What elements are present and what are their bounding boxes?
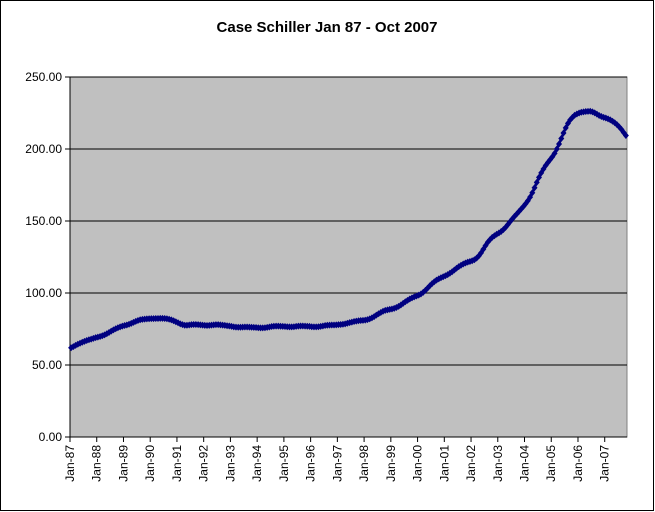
- data-point: [556, 140, 563, 148]
- x-tick-label: Jan-88: [90, 445, 104, 482]
- y-tick-label: 0.00: [39, 430, 63, 444]
- x-tick-label: Jan-00: [411, 445, 425, 482]
- x-tick-label: Jan-96: [304, 445, 318, 482]
- x-tick-label: Jan-93: [223, 445, 237, 482]
- x-tick-label: Jan-98: [357, 445, 371, 482]
- data-point: [562, 124, 569, 132]
- data-point: [558, 134, 565, 142]
- x-tick-label: Jan-02: [464, 445, 478, 482]
- data-point: [529, 189, 536, 197]
- x-tick-label: Jan-87: [63, 445, 77, 482]
- x-tick-label: Jan-05: [544, 445, 558, 482]
- x-tick-label: Jan-94: [250, 445, 264, 482]
- x-tick-label: Jan-06: [571, 445, 585, 482]
- x-tick-label: Jan-90: [143, 445, 157, 482]
- data-point: [533, 178, 540, 186]
- y-tick-label: 200.00: [25, 142, 62, 156]
- x-tick-label: Jan-89: [116, 445, 130, 482]
- data-point: [560, 129, 567, 137]
- x-tick-label: Jan-91: [170, 445, 184, 482]
- y-tick-label: 50.00: [32, 358, 62, 372]
- x-tick-label: Jan-95: [277, 445, 291, 482]
- data-point: [616, 123, 623, 131]
- data-point: [535, 173, 542, 181]
- chart-title: Case Schiller Jan 87 - Oct 2007: [217, 19, 438, 36]
- x-tick-label: Jan-07: [598, 445, 612, 482]
- y-tick-label: 250.00: [25, 70, 62, 84]
- x-tick-label: Jan-04: [518, 445, 532, 482]
- x-tick-label: Jan-03: [491, 445, 505, 482]
- x-tick-label: Jan-97: [330, 445, 344, 482]
- y-tick-label: 150.00: [25, 214, 62, 228]
- x-tick-label: Jan-92: [197, 445, 211, 482]
- data-point: [622, 131, 629, 139]
- data-point: [531, 184, 538, 192]
- x-tick-label: Jan-01: [437, 445, 451, 482]
- plot-area: [69, 76, 628, 438]
- x-tick-label: Jan-99: [384, 445, 398, 482]
- data-point: [553, 145, 560, 153]
- data-point: [507, 218, 514, 226]
- y-tick-label: 100.00: [25, 286, 62, 300]
